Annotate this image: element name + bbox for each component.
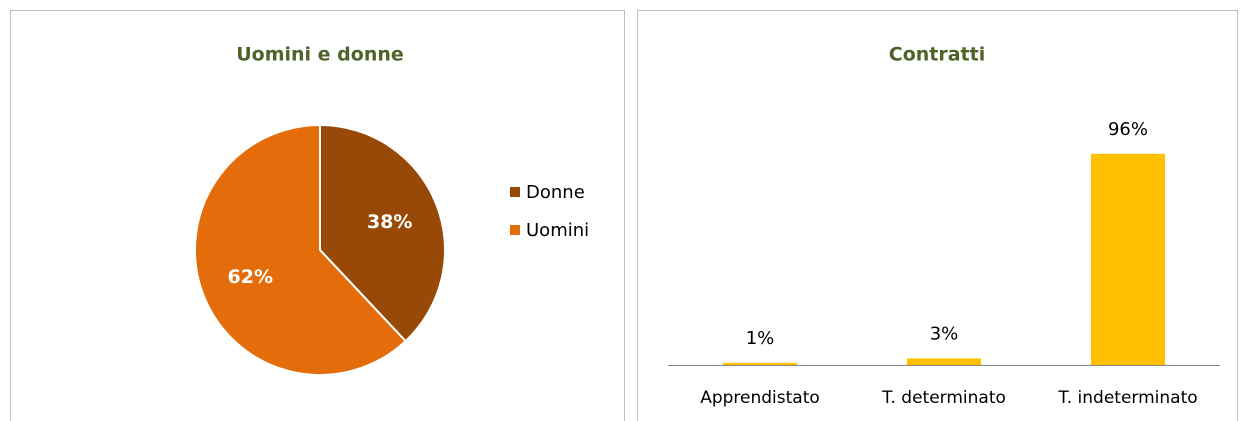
panel [10,10,625,421]
chart-title: Uomini e donne [236,44,404,66]
data-label: 1% [746,328,775,349]
x-tick-label: T. determinato [881,388,1006,408]
bar [1091,153,1165,365]
bar [723,362,797,365]
legend-label: Donne [526,182,585,203]
x-tick-label: T. indeterminato [1057,388,1197,408]
legend-swatch [510,225,520,235]
legend-swatch [510,187,520,197]
chart-title: Contratti [889,44,985,66]
data-label: 3% [930,323,959,344]
data-label: 38% [367,211,412,233]
legend-label: Uomini [526,220,589,241]
bar [907,358,981,365]
data-label: 62% [228,266,273,288]
pie-slice [319,123,446,343]
data-label: 96% [1108,119,1148,140]
pie-slice [194,123,407,376]
panel [637,10,1238,421]
x-tick-label: Apprendistato [700,388,820,408]
